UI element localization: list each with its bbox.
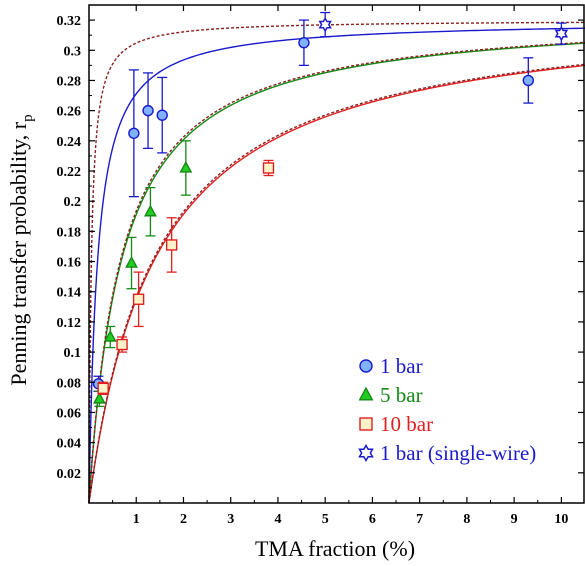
data-point-square [116, 338, 128, 351]
x-tick-label: 4 [274, 512, 281, 527]
legend: 1 bar 5 bar 10 bar 1 bar (single-wire) [358, 354, 536, 465]
axes: 1 2 3 4 5 6 7 8 9 10 0.02 0.04 0.06 0.08 0.1 0.12 0.14 0.… [57, 4, 585, 527]
y-tick-label: 0.24 [57, 135, 82, 150]
data-points [92, 11, 569, 408]
fit-curve-5 [88, 64, 585, 504]
fit-curve-6 [88, 63, 585, 504]
legend-label: 1 bar [380, 354, 423, 378]
fit-curve-3 [88, 42, 585, 504]
data-point-circle [298, 37, 310, 49]
x-tick-label: 3 [227, 512, 234, 527]
y-tick-label: 0.02 [57, 467, 82, 482]
y-tick-label: 0.32 [57, 14, 82, 29]
y-tick-label: 0.04 [57, 437, 82, 452]
y-tick-label: 0.28 [57, 74, 82, 89]
y-tick-label: 0.14 [57, 286, 82, 301]
data-point-star [318, 16, 332, 33]
data-point-square [132, 293, 145, 305]
y-tick-label: 0.12 [57, 316, 82, 331]
data-point-square [97, 382, 109, 395]
fit-curve-1 [88, 27, 585, 504]
series-square [97, 159, 275, 395]
x-tick-label: 5 [322, 512, 329, 527]
legend-marker-star [358, 443, 374, 463]
y-tick-label: 0.1 [64, 346, 82, 361]
y-tick-label: 0.16 [57, 256, 82, 271]
data-point-circle [522, 74, 535, 87]
legend-label: 5 bar [380, 383, 423, 407]
legend-label: 1 bar (single-wire) [380, 441, 536, 465]
data-point-star [554, 25, 569, 42]
x-tick-label: 2 [180, 512, 187, 527]
y-axis-label-main: Penning transfer probability, r [6, 121, 31, 385]
data-point-circle [156, 109, 168, 121]
data-point-triangle [103, 329, 117, 342]
plot-frame [88, 4, 585, 504]
y-tick-label: 0.08 [57, 376, 82, 391]
series-star [318, 11, 569, 45]
legend-label: 10 bar [380, 412, 433, 436]
series-triangle [92, 140, 193, 408]
y-tick-label: 0.26 [57, 105, 82, 120]
y-tick-label: 0.2 [64, 195, 82, 210]
data-point-square [165, 239, 178, 251]
data-point-triangle [125, 255, 138, 268]
data-point-circle [142, 104, 154, 117]
legend-marker-square [359, 417, 373, 431]
y-tick-label: 0.3 [64, 44, 82, 59]
fit-curve-2 [88, 21, 585, 504]
y-axis-label-subscript: p [20, 114, 36, 122]
x-axis-label: TMA fraction (%) [255, 536, 415, 561]
data-point-circle [128, 127, 140, 139]
x-tick-label: 9 [511, 512, 518, 527]
y-tick-label: 0.18 [57, 225, 82, 240]
x-tick-label: 1 [133, 512, 140, 527]
y-tick-label: 0.22 [57, 165, 82, 180]
series-circle [92, 19, 535, 392]
fit-curves [88, 21, 585, 504]
x-tick-label: 8 [463, 512, 470, 527]
x-tick-label: 6 [369, 512, 376, 527]
data-point-triangle [143, 204, 157, 217]
data-point-triangle [179, 160, 193, 173]
x-tick-label: 10 [554, 512, 568, 527]
y-axis-label: Penning transfer probability, rp [6, 114, 36, 385]
x-tick-label: 7 [416, 512, 423, 527]
data-point-triangle [92, 391, 106, 404]
y-tick-label: 0.06 [57, 406, 82, 421]
legend-marker-triangle [358, 386, 374, 401]
fit-curve-4 [88, 41, 585, 504]
legend-marker-circle [359, 359, 373, 373]
data-point-square [262, 162, 275, 174]
